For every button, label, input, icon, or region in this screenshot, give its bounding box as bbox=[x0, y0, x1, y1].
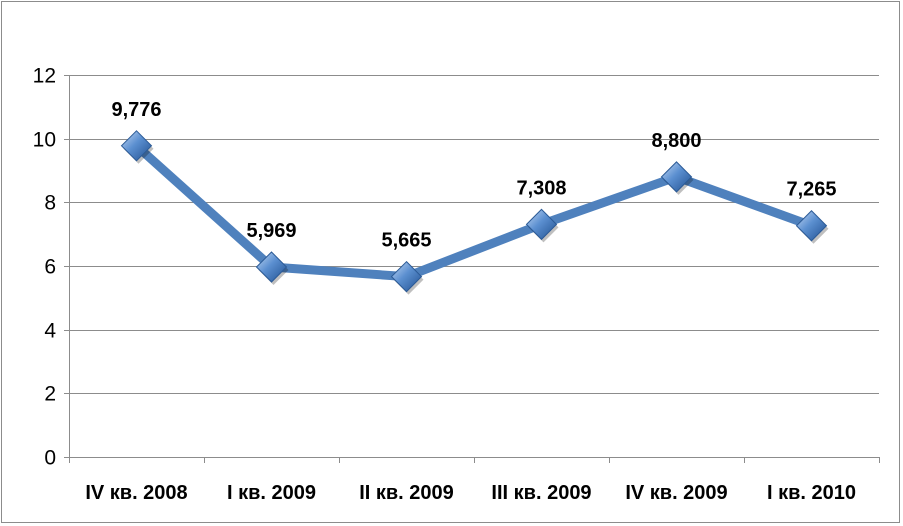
x-tick-label: I кв. 2010 bbox=[767, 482, 856, 504]
data-point bbox=[390, 260, 423, 293]
data-label: 5,969 bbox=[246, 220, 296, 242]
gridlines bbox=[69, 75, 879, 394]
y-tick-label: 2 bbox=[44, 383, 56, 406]
y-tick-label: 10 bbox=[33, 129, 56, 152]
y-tick-label: 4 bbox=[44, 320, 56, 343]
series-line bbox=[132, 141, 816, 282]
x-tick-label: I кв. 2009 bbox=[227, 482, 316, 504]
data-label: 9,776 bbox=[111, 99, 161, 121]
data-label: 5,665 bbox=[381, 230, 431, 252]
y-tick-labels: 0 2 4 6 8 10 12 bbox=[33, 65, 57, 470]
y-tick-label: 12 bbox=[33, 65, 56, 88]
series-markers bbox=[120, 130, 829, 295]
data-point bbox=[795, 210, 828, 242]
y-tick-label: 6 bbox=[44, 256, 56, 279]
data-point bbox=[120, 130, 153, 162]
x-tick-label: III кв. 2009 bbox=[491, 482, 591, 504]
data-point bbox=[255, 251, 288, 283]
data-labels: 9,776 5,969 5,665 7,308 8,800 7,265 bbox=[111, 99, 836, 252]
data-point bbox=[660, 161, 693, 193]
series-line-path bbox=[132, 141, 816, 282]
axes bbox=[64, 75, 880, 463]
x-tick-label: IV кв. 2009 bbox=[625, 482, 727, 504]
x-tick-label: II кв. 2009 bbox=[359, 482, 454, 504]
x-tick-label: IV кв. 2008 bbox=[85, 482, 187, 504]
data-label: 8,800 bbox=[651, 130, 701, 152]
data-point bbox=[525, 208, 558, 241]
data-label: 7,265 bbox=[786, 179, 836, 201]
y-tick-label: 0 bbox=[44, 447, 56, 470]
x-tick-labels: IV кв. 2008 I кв. 2009 II кв. 2009 III кв. … bbox=[85, 482, 856, 504]
y-tick-label: 8 bbox=[44, 192, 56, 215]
data-label: 7,308 bbox=[516, 177, 566, 199]
